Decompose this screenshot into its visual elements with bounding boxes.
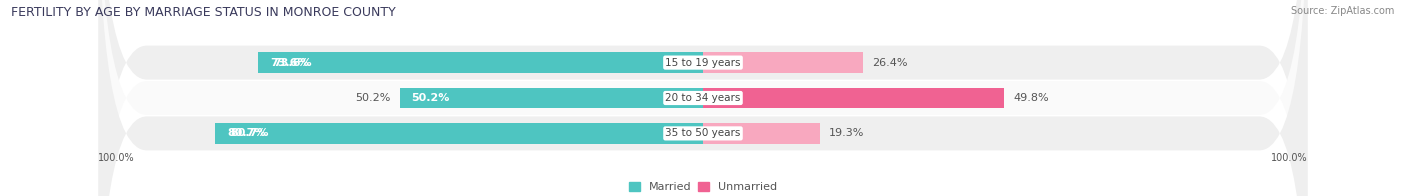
Text: 73.6%: 73.6% [273, 58, 312, 68]
Text: 100.0%: 100.0% [1271, 153, 1308, 163]
Bar [215, 123, 703, 144]
Text: Source: ZipAtlas.com: Source: ZipAtlas.com [1291, 6, 1395, 16]
FancyBboxPatch shape [98, 0, 1308, 196]
Text: 26.4%: 26.4% [872, 58, 907, 68]
Text: 100.0%: 100.0% [98, 153, 135, 163]
Text: 49.8%: 49.8% [1014, 93, 1049, 103]
Text: FERTILITY BY AGE BY MARRIAGE STATUS IN MONROE COUNTY: FERTILITY BY AGE BY MARRIAGE STATUS IN M… [11, 6, 396, 19]
Legend: Married, Unmarried: Married, Unmarried [624, 178, 782, 196]
Bar [703, 52, 863, 73]
Text: 50.2%: 50.2% [356, 93, 391, 103]
FancyBboxPatch shape [98, 0, 1308, 196]
FancyBboxPatch shape [98, 0, 1308, 196]
Bar [399, 88, 703, 108]
Text: 19.3%: 19.3% [828, 128, 865, 138]
Text: 50.2%: 50.2% [412, 93, 450, 103]
Bar [703, 88, 1004, 108]
Text: 80.7%: 80.7% [228, 128, 266, 138]
Bar [259, 52, 703, 73]
Text: 20 to 34 years: 20 to 34 years [665, 93, 741, 103]
Text: 80.7%: 80.7% [231, 128, 269, 138]
Text: 15 to 19 years: 15 to 19 years [665, 58, 741, 68]
Bar [703, 123, 820, 144]
Text: 35 to 50 years: 35 to 50 years [665, 128, 741, 138]
Text: 73.6%: 73.6% [270, 58, 309, 68]
